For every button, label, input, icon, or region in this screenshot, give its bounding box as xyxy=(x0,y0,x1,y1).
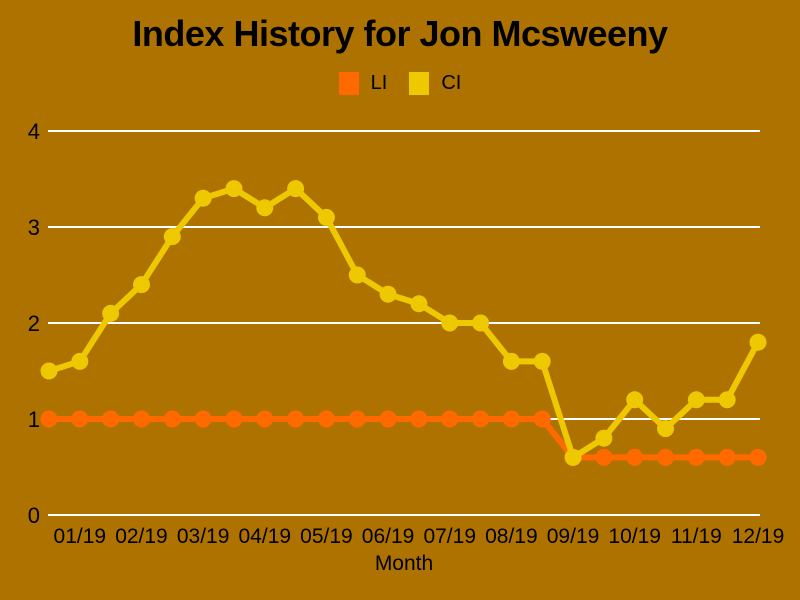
series-ci-point xyxy=(657,420,675,438)
series-ci-point xyxy=(441,314,459,332)
series-ci-point xyxy=(749,333,767,351)
series-li-point xyxy=(718,448,736,466)
y-tick-label-1: 1 xyxy=(28,407,40,432)
series-li-point xyxy=(410,410,428,428)
series-ci-point xyxy=(718,391,736,409)
series-ci-point xyxy=(194,189,212,207)
series-ci-point xyxy=(410,295,428,313)
series-ci-point xyxy=(102,304,120,322)
series-li-line xyxy=(46,416,761,461)
x-tick-label-01-19: 01/19 xyxy=(54,525,107,548)
series-ci-point xyxy=(287,180,305,198)
y-tick-label-3: 3 xyxy=(28,215,40,240)
series-li-point xyxy=(132,410,150,428)
series-li-point xyxy=(163,410,181,428)
series-ci-point xyxy=(472,314,490,332)
series-li-point xyxy=(317,410,335,428)
series-li-point xyxy=(533,410,551,428)
series-ci-point xyxy=(595,429,613,447)
series-ci-point xyxy=(40,362,58,380)
x-tick-label-06-19: 06/19 xyxy=(362,525,415,548)
series-ci-point xyxy=(502,352,520,370)
legend-swatch-li xyxy=(338,72,359,95)
x-tick-label-07-19: 07/19 xyxy=(423,525,476,548)
series-ci-point xyxy=(256,199,274,217)
x-tick-label-03-19: 03/19 xyxy=(177,525,230,548)
series-li-point xyxy=(595,448,613,466)
series-ci-point xyxy=(348,266,366,284)
legend: LI CI xyxy=(0,72,800,95)
series-ci-point xyxy=(132,276,150,294)
x-tick-label-10-19: 10/19 xyxy=(608,525,661,548)
series-ci-point xyxy=(564,448,582,466)
legend-label-ci: CI xyxy=(441,72,462,94)
x-tick-label-08-19: 08/19 xyxy=(485,525,538,548)
x-tick-label-11-19: 11/19 xyxy=(671,525,722,548)
series-li-point xyxy=(502,410,520,428)
series-li-point xyxy=(626,448,644,466)
series-ci-point xyxy=(687,391,705,409)
series-li-point xyxy=(657,448,675,466)
series-ci-point xyxy=(225,180,243,198)
series-li-point xyxy=(472,410,490,428)
legend-item-ci[interactable]: CI xyxy=(409,72,461,95)
series-li-point xyxy=(102,410,120,428)
series-ci-point xyxy=(379,285,397,303)
series-ci-point xyxy=(71,352,89,370)
y-tick-label-0: 0 xyxy=(28,503,40,528)
series-ci-point xyxy=(317,208,335,226)
x-tick-label-02-19: 02/19 xyxy=(115,525,168,548)
x-tick-label-04-19: 04/19 xyxy=(239,525,292,548)
series-li-point xyxy=(287,410,305,428)
series-li-point xyxy=(379,410,397,428)
series-li-point xyxy=(256,410,274,428)
series-li-point xyxy=(71,410,89,428)
series-li-point xyxy=(441,410,459,428)
series-li-point xyxy=(40,410,58,428)
series-li-point xyxy=(348,410,366,428)
legend-swatch-ci xyxy=(409,72,430,95)
chart-title: Index History for Jon Mcsweeny xyxy=(132,13,668,54)
legend-label-li: LI xyxy=(370,72,388,94)
y-tick-label-2: 2 xyxy=(28,311,40,336)
y-tick-label-4: 4 xyxy=(28,119,40,144)
series-li-point xyxy=(687,448,705,466)
x-axis-title: Month xyxy=(374,552,434,575)
x-tick-label-12-19: 12/19 xyxy=(732,525,785,548)
series-li-point xyxy=(194,410,212,428)
x-tick-label-05-19: 05/19 xyxy=(300,525,353,548)
series-ci-point xyxy=(533,352,551,370)
series-li-point xyxy=(225,410,243,428)
series-ci-point xyxy=(163,228,181,246)
series-ci-point xyxy=(626,391,644,409)
legend-item-li[interactable]: LI xyxy=(338,72,388,95)
x-tick-label-09-19: 09/19 xyxy=(547,525,600,548)
series-li-point xyxy=(749,448,767,466)
